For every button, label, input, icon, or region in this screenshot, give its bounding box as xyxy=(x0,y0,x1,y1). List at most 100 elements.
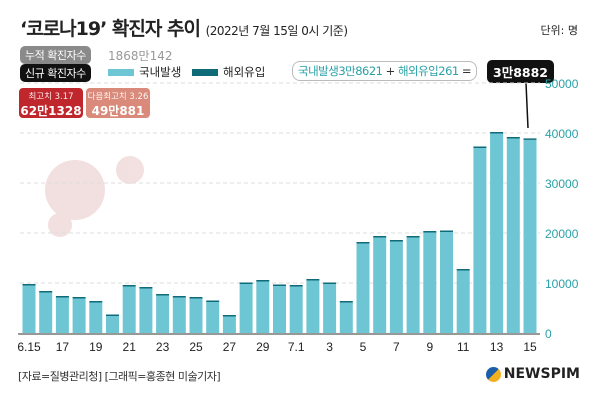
latest-callout: 국내발생3만8621 + 해외유입261 = xyxy=(292,61,478,81)
x-tick-label: 25 xyxy=(189,340,203,354)
legend-label: 국내발생 xyxy=(139,65,182,79)
bar-overseas xyxy=(339,301,353,303)
x-tick-label: 13 xyxy=(490,340,504,354)
bar-domestic xyxy=(189,298,203,333)
legend-label: 해외유입 xyxy=(223,65,266,79)
x-tick-label: 29 xyxy=(256,340,270,354)
bar-overseas xyxy=(273,284,286,286)
legend-swatch xyxy=(108,68,134,76)
x-tick-label: 19 xyxy=(89,340,103,354)
bar-domestic xyxy=(139,288,153,333)
bar-domestic xyxy=(222,316,236,333)
bar-domestic xyxy=(440,232,453,333)
x-tick-label: 17 xyxy=(56,340,70,354)
bar-overseas xyxy=(239,282,253,284)
bar-overseas xyxy=(356,242,370,244)
y-tick-label: 50000 xyxy=(545,77,579,91)
bar-domestic xyxy=(490,133,504,333)
source-note: [자료=질병관리청] [그래픽=홍종현 미술기자] xyxy=(18,370,221,383)
record-label: 최고치 3.17 xyxy=(28,92,74,102)
x-tick-label: 21 xyxy=(123,340,137,354)
bar-domestic xyxy=(72,298,86,333)
bar-overseas xyxy=(456,269,470,271)
bar-domestic xyxy=(506,138,520,333)
legend-domestic: 국내발생 xyxy=(108,64,181,80)
callout-equals: = xyxy=(461,64,472,78)
record-label: 다음최고치 3.26 xyxy=(87,92,149,102)
x-tick-label: 6.15 xyxy=(17,340,41,354)
bar-domestic xyxy=(122,286,136,333)
callout-domestic: 국내발생3만8621 xyxy=(298,64,383,78)
bar-domestic xyxy=(306,280,320,333)
record-high: 최고치 3.17 62만1328 xyxy=(19,88,83,118)
bar-domestic xyxy=(22,285,36,333)
bar-overseas xyxy=(406,236,420,238)
bar-overseas xyxy=(323,282,337,284)
bar-domestic xyxy=(206,302,220,333)
callout-overseas: 해외유입261 xyxy=(397,64,459,78)
bar-overseas xyxy=(473,146,487,148)
bar-domestic xyxy=(273,286,286,333)
y-tick-label: 10000 xyxy=(545,277,579,291)
record-value: 49만881 xyxy=(91,104,145,118)
cumulative-value: 1868만142 xyxy=(108,49,173,63)
bar-domestic xyxy=(39,292,53,333)
logo-icon xyxy=(485,366,501,382)
bar-domestic xyxy=(239,284,253,333)
bar-domestic xyxy=(373,237,387,333)
bar-overseas xyxy=(506,137,520,139)
bar-overseas xyxy=(156,294,170,296)
bar-overseas xyxy=(222,315,236,317)
y-tick-label: 40000 xyxy=(545,127,579,141)
bar-domestic xyxy=(473,148,487,333)
bar-domestic xyxy=(289,286,303,333)
bar-domestic xyxy=(106,316,119,333)
bar-overseas xyxy=(122,285,136,287)
bar-domestic xyxy=(256,281,270,333)
cumulative-label: 누적 확진자수 xyxy=(20,46,91,64)
bar-domestic xyxy=(456,270,470,333)
bar-overseas xyxy=(139,287,153,289)
logo-text: NEWSPIM xyxy=(503,366,580,382)
bar-overseas xyxy=(72,297,86,299)
x-tick-label: 11 xyxy=(457,340,470,354)
bar-overseas xyxy=(490,132,504,134)
bar-overseas xyxy=(89,301,103,303)
bar-overseas xyxy=(55,296,69,298)
bar-overseas xyxy=(172,296,186,298)
bar-domestic xyxy=(423,232,437,333)
bar-domestic xyxy=(356,243,370,333)
virus-illustration xyxy=(45,156,144,237)
newspim-logo: NEWSPIM xyxy=(485,366,580,382)
new-cases-label: 신규 확진자수 xyxy=(20,64,91,82)
callout-pointer xyxy=(525,82,529,129)
bar-overseas xyxy=(189,297,203,299)
bar-overseas xyxy=(306,279,320,281)
legend-overseas: 해외유입 xyxy=(192,64,265,80)
y-tick-label: 30000 xyxy=(545,177,579,191)
bar-overseas xyxy=(106,314,119,316)
bar-overseas xyxy=(206,300,220,302)
bar-overseas xyxy=(39,291,53,293)
bar-overseas xyxy=(289,285,303,287)
x-tick-label: 15 xyxy=(523,340,537,354)
bar-domestic xyxy=(523,139,537,333)
record-second: 다음최고치 3.26 49만881 xyxy=(86,88,150,118)
bar-domestic xyxy=(55,297,69,333)
bar-domestic xyxy=(172,297,186,333)
chart-title: ‘코로나19’ 확진자 추이 (2022년 7월 15일 0시 기준) xyxy=(20,14,348,41)
title-text: ‘코로나19’ 확진자 추이 xyxy=(20,18,201,40)
callout-total: 3만8882 xyxy=(487,60,554,83)
bar-overseas xyxy=(256,280,270,282)
record-value: 62만1328 xyxy=(20,104,82,118)
y-tick-label: 20000 xyxy=(545,227,579,241)
bar-overseas xyxy=(389,240,403,242)
x-tick-label: 7 xyxy=(393,340,400,354)
bar-domestic xyxy=(89,302,103,333)
bar-overseas xyxy=(22,284,36,286)
bar-domestic xyxy=(323,284,337,333)
bar-domestic xyxy=(406,237,420,333)
y-tick-label: 0 xyxy=(545,327,552,341)
